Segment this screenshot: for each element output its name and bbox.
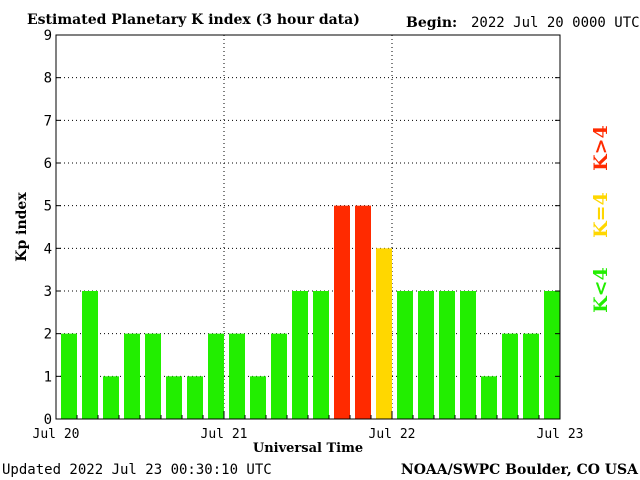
y-tick-label: 1 — [44, 369, 52, 385]
bar — [103, 376, 119, 419]
y-axis-ticks: 0 1 2 3 4 5 6 7 8 9 — [44, 28, 560, 428]
source-credit: NOAA/SWPC Boulder, CO USA — [401, 462, 639, 478]
bar — [292, 291, 308, 419]
bar — [439, 291, 455, 419]
bar — [166, 376, 182, 419]
bar — [313, 291, 329, 419]
bar — [250, 376, 266, 419]
x-tick-label: Jul 22 — [369, 427, 416, 442]
bar — [271, 333, 287, 419]
chart-title: Estimated Planetary K index (3 hour data… — [27, 12, 360, 28]
bars-group — [61, 205, 560, 419]
begin-value: 2022 Jul 20 0000 UTC — [471, 15, 640, 31]
bar — [82, 291, 98, 419]
x-axis-label: Universal Time — [253, 441, 363, 456]
y-tick-label: 0 — [44, 412, 52, 428]
y-tick-label: 9 — [44, 28, 52, 44]
legend-item: K<4 — [590, 267, 612, 313]
bar — [397, 291, 413, 419]
bar — [124, 333, 140, 419]
legend-item: K>4 — [590, 125, 612, 171]
y-tick-label: 6 — [44, 156, 52, 172]
bar — [418, 291, 434, 419]
bar — [355, 205, 371, 419]
y-tick-label: 2 — [44, 327, 52, 343]
y-axis-label: Kp index — [14, 192, 30, 262]
y-tick-label: 5 — [44, 199, 52, 215]
bar — [187, 376, 203, 419]
x-tick-label: Jul 20 — [33, 427, 80, 442]
bar — [376, 248, 392, 419]
bar — [61, 333, 77, 419]
bar — [460, 291, 476, 419]
bar — [544, 291, 560, 419]
x-axis-ticks: Jul 20 Jul 21 Jul 22 Jul 23 — [33, 411, 584, 442]
x-tick-label: Jul 23 — [537, 427, 584, 442]
legend-item: K=4 — [590, 192, 612, 238]
bar — [523, 333, 539, 419]
updated-timestamp: Updated 2022 Jul 23 00:30:10 UTC — [2, 462, 272, 478]
x-tick-label: Jul 21 — [201, 427, 248, 442]
bar — [334, 205, 350, 419]
y-tick-label: 3 — [44, 284, 52, 300]
bar — [208, 333, 224, 419]
y-tick-label: 8 — [44, 71, 52, 87]
legend: K<4 K=4 K>4 — [590, 125, 612, 313]
y-tick-label: 7 — [44, 113, 52, 129]
bar — [502, 333, 518, 419]
bar — [229, 333, 245, 419]
bar — [481, 376, 497, 419]
bar — [145, 333, 161, 419]
begin-label: Begin: — [406, 15, 457, 31]
y-tick-label: 4 — [44, 241, 52, 257]
